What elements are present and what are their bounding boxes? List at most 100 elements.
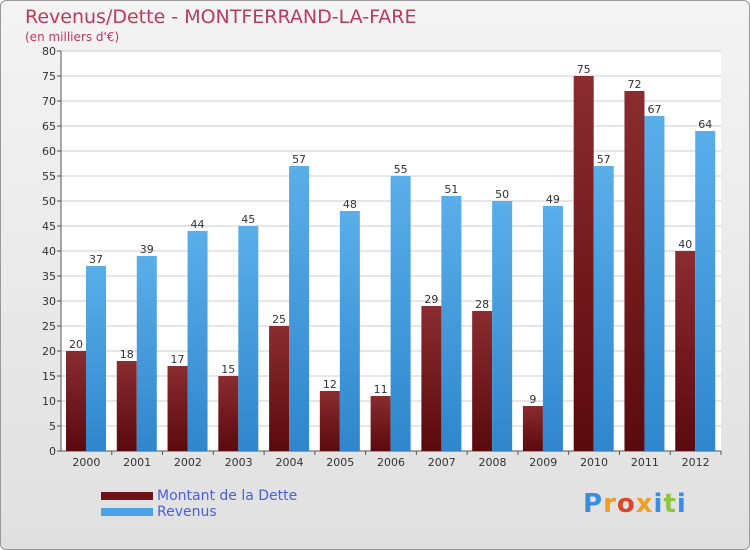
y-tick-label: 10 [42,395,56,408]
data-label: 20 [69,338,83,351]
x-tick-label: 2005 [326,456,354,469]
bar-revenus [390,176,411,451]
bar-revenus [695,131,716,451]
y-tick-label: 0 [49,445,56,458]
data-label: 15 [221,363,235,376]
y-tick-label: 30 [42,295,56,308]
data-label: 44 [191,218,205,231]
data-label: 12 [323,378,337,391]
bar-dette [472,311,493,451]
chart-subtitle: (en milliers d'€) [25,30,120,44]
x-tick-label: 2007 [428,456,456,469]
y-tick-label: 15 [42,370,56,383]
x-tick-label: 2012 [682,456,710,469]
logo-letter: P [583,489,604,519]
data-label: 17 [171,353,185,366]
y-tick-label: 60 [42,145,56,158]
x-tick-label: 2010 [580,456,608,469]
bar-dette [421,306,442,451]
bar-revenus [492,201,513,451]
data-label: 48 [343,198,357,211]
bar-dette [218,376,239,451]
bar-dette [167,366,188,451]
logo-letter: r [603,489,617,519]
bar-revenus [238,226,259,451]
y-tick-label: 20 [42,345,56,358]
data-label: 40 [678,238,692,251]
y-tick-label: 55 [42,170,56,183]
logo-letter: o [616,489,636,519]
y-tick-label: 65 [42,120,56,133]
legend-item-dette: Montant de la Dette [101,488,297,504]
proxiti-logo: Proxiti [583,489,687,519]
legend: Montant de la Dette Revenus [101,488,297,520]
y-tick-label: 45 [42,220,56,233]
bar-revenus [441,196,462,451]
data-label: 51 [444,183,458,196]
bar-dette [624,91,645,451]
legend-swatch-revenus [101,508,153,516]
data-label: 11 [374,383,388,396]
x-tick-label: 2004 [275,456,303,469]
bar-revenus [289,166,310,451]
bar-dette [319,391,340,451]
data-label: 67 [647,103,661,116]
data-label: 29 [424,293,438,306]
x-tick-label: 2011 [631,456,659,469]
chart-title: Revenus/Dette - MONTFERRAND-LA-FARE [25,6,417,28]
data-label: 18 [120,348,134,361]
legend-item-revenus: Revenus [101,504,297,520]
bar-revenus [86,266,106,451]
legend-label-dette: Montant de la Dette [157,488,298,504]
x-tick-label: 2003 [225,456,253,469]
x-tick-label: 2009 [529,456,557,469]
logo-letter: i [653,489,664,519]
bar-dette [522,406,543,451]
logo-letter: t [663,489,677,519]
y-tick-label: 40 [42,245,56,258]
y-tick-label: 80 [42,45,56,58]
bar-dette [116,361,137,451]
y-tick-label: 25 [42,320,56,333]
data-label: 37 [89,253,103,266]
bar-revenus [593,166,614,451]
bar-dette [66,351,86,451]
data-label: 64 [698,118,712,131]
bar-revenus [644,116,665,451]
y-tick-label: 70 [42,95,56,108]
data-label: 57 [597,153,611,166]
x-tick-label: 2002 [174,456,202,469]
data-label: 45 [241,213,255,226]
y-tick-label: 50 [42,195,56,208]
y-tick-label: 35 [42,270,56,283]
logo-letter: i [676,489,687,519]
data-label: 75 [577,63,591,76]
bar-dette [269,326,290,451]
data-label: 57 [292,153,306,166]
x-tick-label: 2001 [123,456,151,469]
bar-dette [675,251,696,451]
bar-revenus [136,256,157,451]
bar-dette [370,396,391,451]
data-label: 9 [529,393,536,406]
data-label: 25 [272,313,286,326]
y-tick-label: 75 [42,70,56,83]
x-tick-label: 2000 [72,456,100,469]
legend-label-revenus: Revenus [157,504,217,520]
data-label: 39 [140,243,154,256]
x-tick-label: 2008 [479,456,507,469]
bar-revenus [542,206,563,451]
bar-revenus [339,211,360,451]
legend-swatch-dette [101,492,153,500]
y-tick-label: 5 [49,420,56,433]
data-label: 55 [394,163,408,176]
bar-dette [573,76,594,451]
data-label: 72 [627,78,641,91]
bar-revenus [187,231,208,451]
logo-letter: x [635,489,654,519]
data-label: 28 [475,298,489,311]
x-tick-label: 2006 [377,456,405,469]
data-label: 49 [546,193,560,206]
